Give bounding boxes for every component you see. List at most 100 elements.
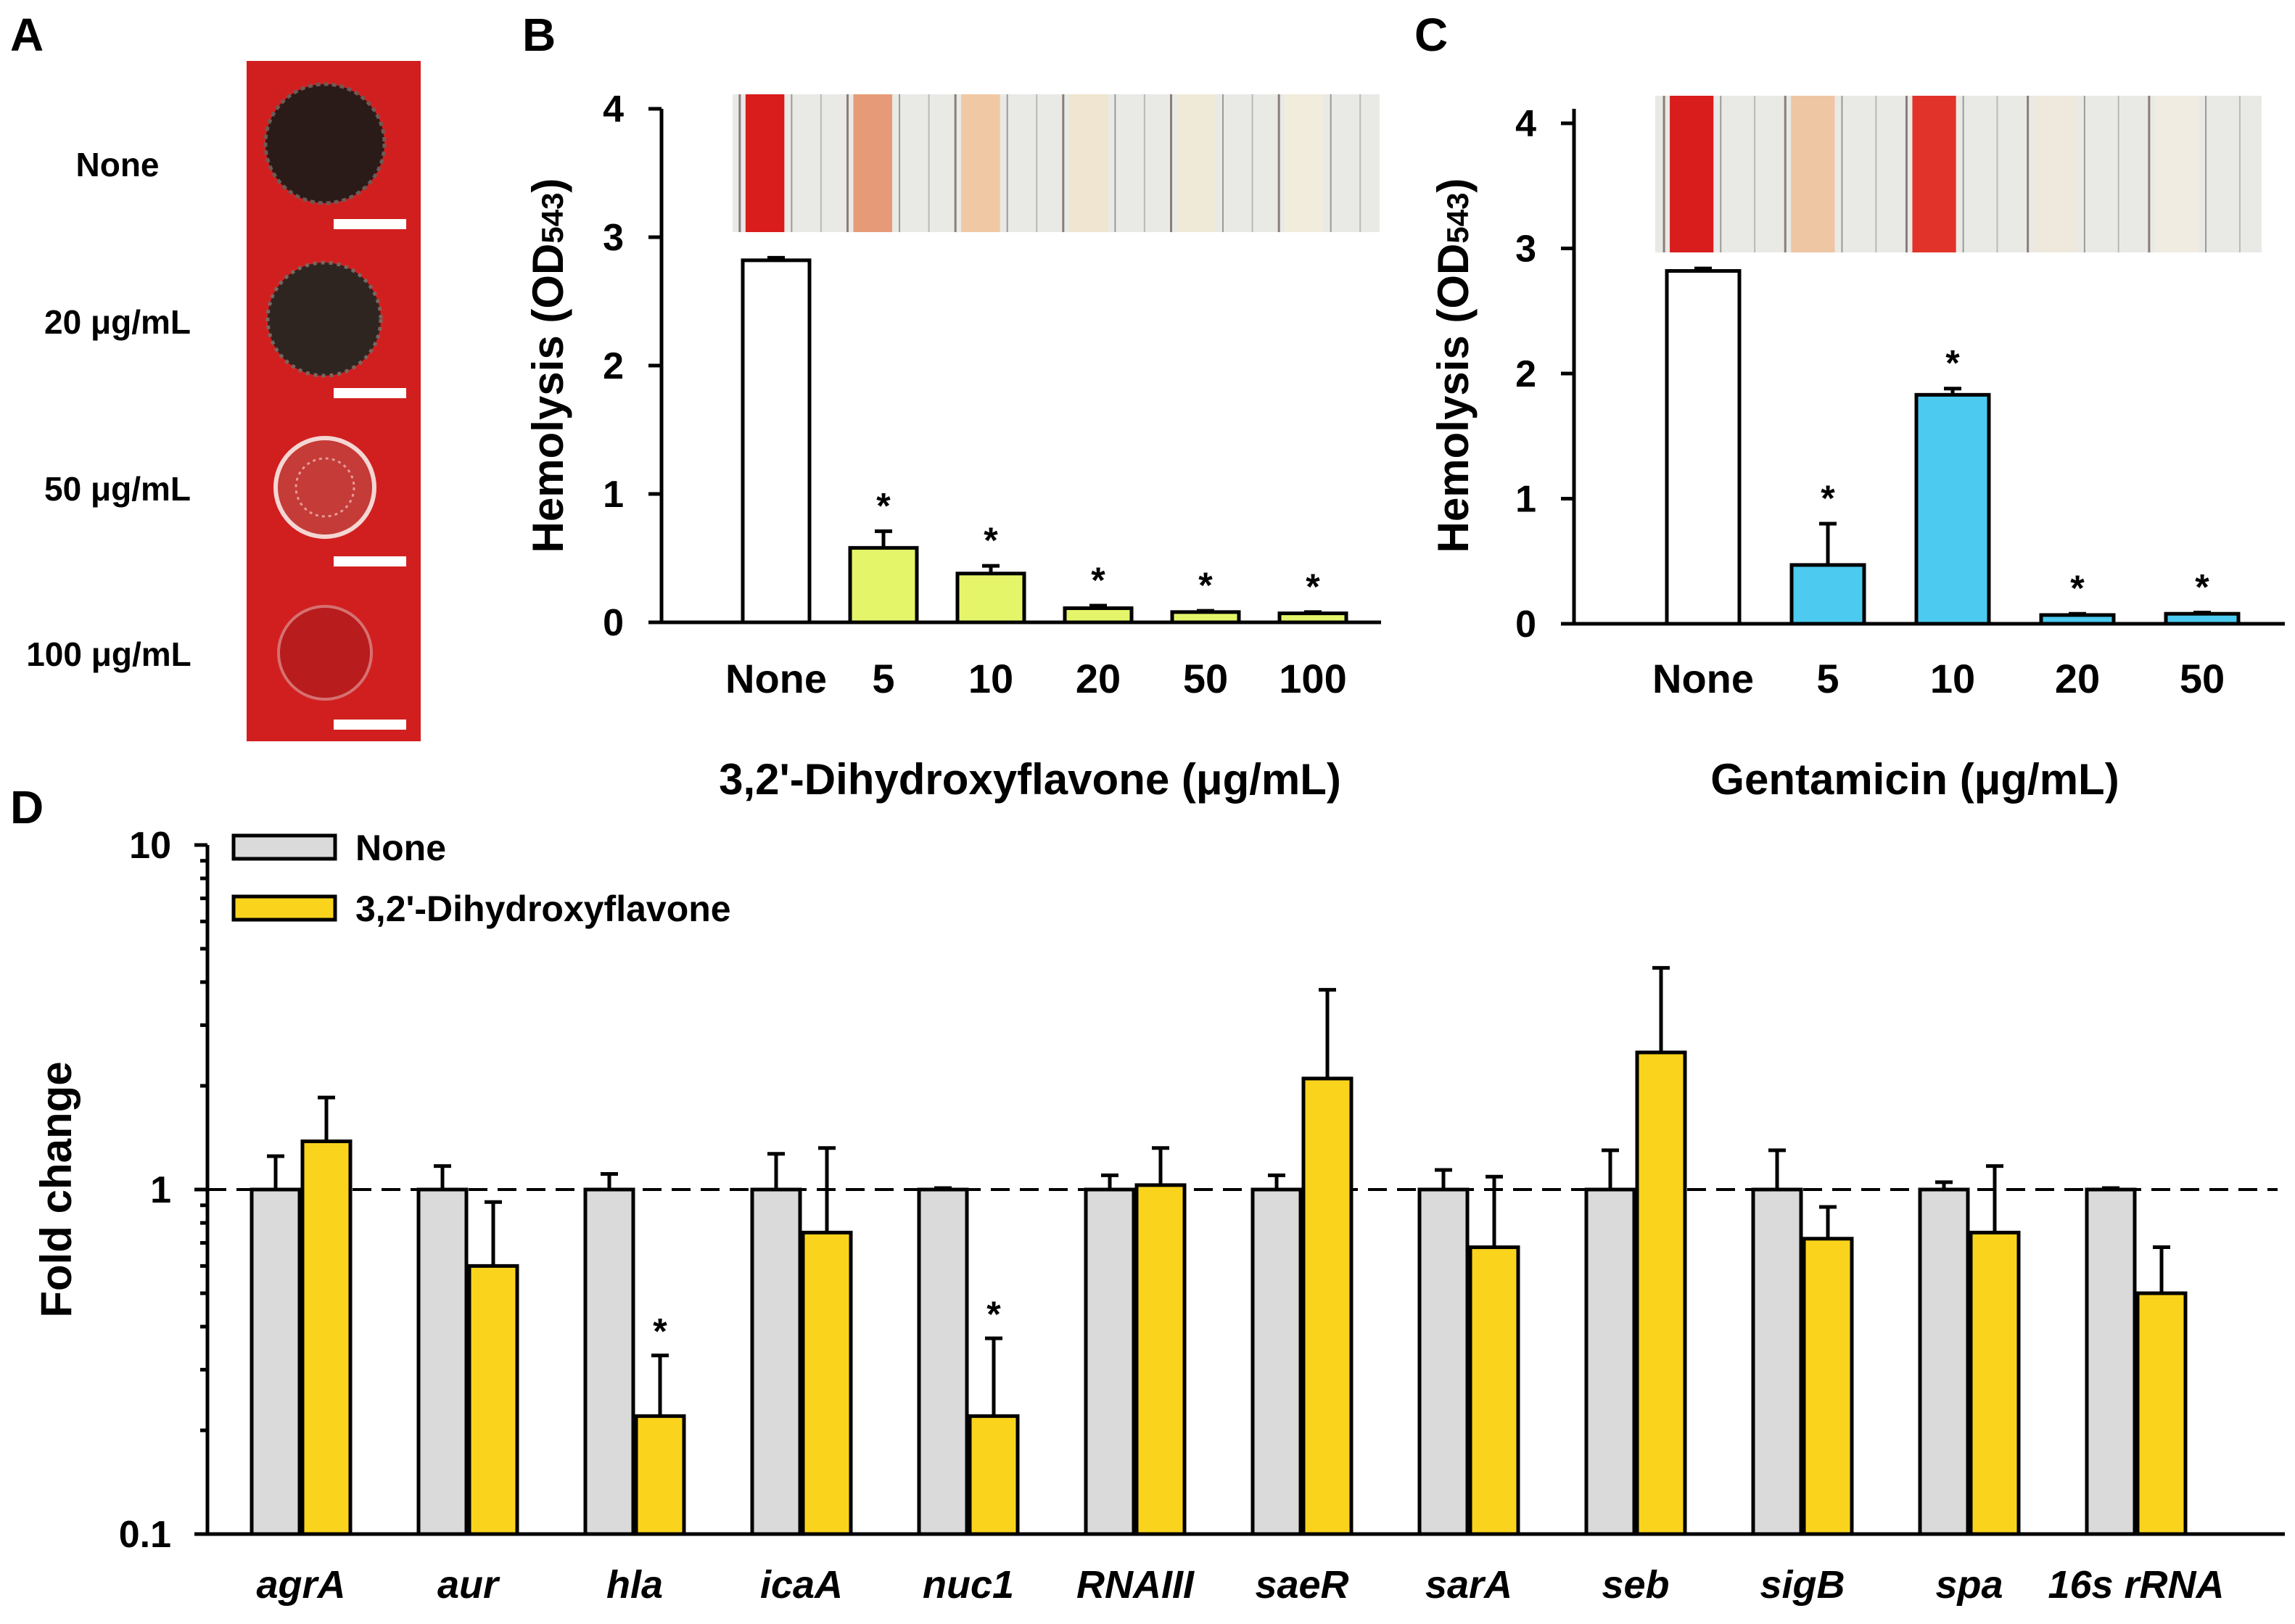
significance-marker: * xyxy=(984,520,998,561)
gene-label: agrA xyxy=(256,1563,345,1607)
y-tick-label: 0 xyxy=(603,602,624,644)
x-tick-label: 100 xyxy=(1279,656,1346,701)
scale-bar xyxy=(334,720,406,730)
x-tick-label: 5 xyxy=(1816,656,1839,701)
bar xyxy=(416,1187,469,1536)
panel-letter-a: A xyxy=(10,9,44,61)
scale-bar xyxy=(334,556,406,566)
y-tick-label: 3 xyxy=(1515,228,1536,271)
gene-label: icaA xyxy=(760,1563,843,1607)
bar xyxy=(1665,269,1742,626)
x-tick-label: 20 xyxy=(1076,656,1121,701)
x-tick-label: 10 xyxy=(1930,656,1975,701)
gene-label: sarA xyxy=(1425,1563,1512,1607)
bar xyxy=(1301,1076,1353,1536)
bar xyxy=(955,572,1026,625)
bar xyxy=(1635,1050,1687,1536)
panel-c-chart: * * * * 0 1 2 3 4 None 5 10 20 50 Hemolysis (OD543)… xyxy=(1429,96,2285,804)
y-ticks: 0 1 2 3 4 xyxy=(603,88,662,644)
significance-marker: * xyxy=(876,485,891,526)
y-axis-label: Hemolysis (OD543) xyxy=(1429,178,1478,553)
y-tick-label: 1 xyxy=(150,1169,171,1211)
bar xyxy=(1918,1187,1970,1536)
significance-marker: * xyxy=(2195,566,2209,607)
bar xyxy=(1134,1183,1187,1536)
significance-marker: * xyxy=(1091,560,1105,601)
panel-b-chart: * * * * * 0 1 2 3 4 None 5 10 20 50 100 Hemolysis (OD… xyxy=(524,88,1381,804)
legend-swatch-dhf xyxy=(231,894,337,922)
bar xyxy=(848,545,919,625)
x-ticks: None 5 10 20 50 xyxy=(1652,656,2225,701)
y-tick-label: 3 xyxy=(603,217,624,259)
bar xyxy=(968,1414,1020,1536)
legend-label-none: None xyxy=(355,828,446,868)
tube-1 xyxy=(853,94,893,232)
bar xyxy=(300,1139,353,1536)
significance-marker: * xyxy=(2070,568,2085,609)
y-axis-label: Hemolysis (OD543) xyxy=(524,178,572,553)
tube-4 xyxy=(1177,94,1216,232)
x-tick-label: 50 xyxy=(1183,656,1228,701)
y-tick-label: 10 xyxy=(129,825,171,867)
bar-series: * * * * xyxy=(1665,266,2241,626)
tube-strip-photo xyxy=(1655,96,2262,252)
y-ticks: 0 1 2 3 4 xyxy=(1515,103,1574,646)
gene-label: spa xyxy=(1935,1563,2003,1607)
panel-a-plate-images: None 20 μg/mL 50 μg/mL 100 μg/mL xyxy=(26,61,421,741)
gene-label: seb xyxy=(1602,1563,1669,1607)
gene-label: saeR xyxy=(1255,1563,1348,1607)
panel-letter-d: D xyxy=(10,781,44,833)
bar xyxy=(250,1187,302,1536)
tube-2 xyxy=(1912,96,1956,252)
bar xyxy=(1417,1187,1470,1536)
bar xyxy=(741,258,812,625)
tube-2 xyxy=(961,94,1000,232)
significance-marker: * xyxy=(1306,566,1320,607)
tube-3 xyxy=(1068,94,1108,232)
scale-bar xyxy=(334,388,406,398)
significance-marker: * xyxy=(1945,343,1960,384)
x-tick-label: 10 xyxy=(968,656,1013,701)
x-axis-label: Gentamicin (μg/mL) xyxy=(1710,755,2119,804)
y-tick-label: 1 xyxy=(603,474,624,516)
bar xyxy=(750,1187,802,1536)
bar xyxy=(583,1187,635,1536)
y-tick-label: 1 xyxy=(1515,479,1536,521)
colony-20 xyxy=(268,263,381,376)
panel-letter-c: C xyxy=(1414,9,1448,61)
scale-bar xyxy=(334,219,406,229)
x-ticks: agrA aur hla icaA nuc1 RNAIII saeR sarA seb sigB s… xyxy=(256,1563,2224,1607)
x-tick-label: None xyxy=(725,656,827,701)
x-axis-label: 3,2'-Dihydroxyflavone (μg/mL) xyxy=(719,755,1341,804)
x-tick-label: 5 xyxy=(872,656,894,701)
significance-marker: * xyxy=(986,1294,1001,1335)
colony-50 xyxy=(276,438,374,537)
bar xyxy=(1584,1187,1636,1536)
tube-strip-bg xyxy=(733,94,1380,232)
colony-100 xyxy=(279,606,371,699)
tube-0 xyxy=(1670,96,1714,252)
bar xyxy=(801,1230,853,1536)
gene-label: aur xyxy=(437,1563,500,1607)
bar xyxy=(2085,1187,2137,1536)
bar xyxy=(467,1264,519,1536)
legend-swatch-none xyxy=(231,833,337,861)
y-axis-label: Fold change xyxy=(32,1061,81,1317)
bar xyxy=(1969,1230,2021,1536)
row-label-20: 20 μg/mL xyxy=(44,303,191,341)
bar xyxy=(1802,1237,1854,1536)
gene-label: nuc1 xyxy=(923,1563,1014,1607)
panel-letter-b: B xyxy=(522,9,556,61)
tube-strip-photo xyxy=(733,94,1380,232)
legend-label-dhf: 3,2'-Dihydroxyflavone xyxy=(355,889,731,929)
tube-3 xyxy=(2033,96,2077,252)
significance-marker: * xyxy=(653,1311,667,1352)
gene-label: 16s rRNA xyxy=(2048,1563,2224,1607)
y-tick-label: 2 xyxy=(1515,353,1536,395)
gene-label: sigB xyxy=(1760,1563,1845,1607)
tube-5 xyxy=(1285,94,1324,232)
row-label-none: None xyxy=(76,146,160,184)
x-tick-label: 50 xyxy=(2180,656,2225,701)
